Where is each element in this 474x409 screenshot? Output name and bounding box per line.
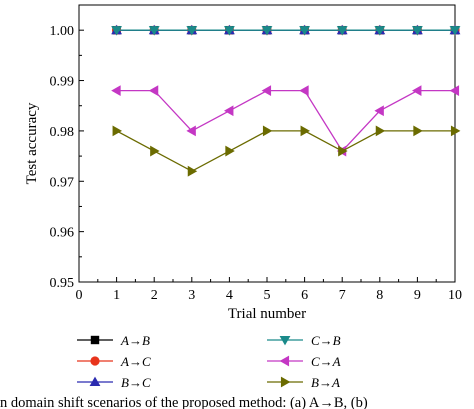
data-point [111,26,122,36]
legend-item: A→B [77,333,150,348]
figure-caption: in domain shift scenarios of the propose… [0,395,368,409]
series-1 [111,26,461,36]
series-5 [112,125,461,177]
x-tick-label: 8 [376,288,383,303]
data-point [261,26,273,36]
legend-marker [279,335,291,346]
data-point [262,125,273,137]
series-line [116,89,455,153]
data-point [148,26,160,36]
legend-marker [89,376,101,387]
x-tick-label: 4 [226,288,233,303]
data-point [299,26,310,36]
x-axis-label: Trial number [228,306,306,322]
legend-item: B→A [267,375,340,390]
data-point [186,125,196,137]
y-tick-label: 1.00 [50,24,75,39]
data-point [225,145,235,157]
legend-item: C→A [267,354,341,369]
data-point [450,125,461,137]
legend: A→B C→B A→C C→A B→C B→A [77,333,341,390]
data-point [224,26,235,36]
legend-label: C→B [311,333,341,348]
plot-frame [78,4,456,283]
x-tick-label: 9 [414,288,421,303]
data-point [261,85,272,97]
data-point [412,26,423,36]
data-point [412,85,422,97]
data-point [413,125,423,137]
legend-item: C→B [267,333,341,348]
x-tick-label: 3 [188,288,195,303]
data-point [148,85,159,97]
data-point [374,105,384,117]
x-tick-label: 2 [151,288,158,303]
data-point [449,85,460,97]
x-tick-label: 0 [76,288,83,303]
y-tick-label: 0.97 [50,175,75,190]
y-tick-label: 0.96 [50,226,75,241]
legend-marker [90,335,100,345]
data-point [338,145,348,157]
x-tick-label: 5 [264,288,271,303]
data-point [186,26,198,36]
x-tick-label: 1 [113,288,120,303]
legend-label: C→A [311,354,341,369]
y-tick-label: 0.99 [50,75,75,90]
series-3 [111,85,460,157]
data-point [374,26,386,36]
series-layer [111,24,461,177]
data-point [449,26,461,36]
data-point [187,165,198,177]
legend-marker [90,356,100,366]
data-point [224,105,234,117]
legend-label: B→A [311,375,340,390]
y-tick-label: 0.95 [50,276,75,291]
legend-label: A→C [120,354,151,369]
legend-item: B→C [77,375,151,390]
y-tick-label: 0.98 [50,125,75,140]
data-point [112,125,122,137]
series-4 [111,24,461,35]
x-tick-label: 6 [301,288,308,303]
data-point [150,145,160,157]
legend-marker [280,376,291,388]
x-tick-label: 7 [339,288,346,303]
legend-label: A→B [120,333,150,348]
data-point [300,125,310,137]
data-point [375,125,386,137]
axes: 0 1 2 3 4 5 6 7 8 9 10 0.95 0.96 0.97 0.98 0.99 1.00 Tria… [24,4,462,322]
x-tick-label: 10 [448,288,462,303]
data-point [299,85,309,97]
data-point [111,85,121,97]
legend-item: A→C [77,354,151,369]
legend-marker [279,355,290,367]
series-line [116,130,455,172]
data-point [336,26,348,36]
y-axis-label: Test accuracy [24,102,40,184]
legend-label: B→C [121,375,151,390]
